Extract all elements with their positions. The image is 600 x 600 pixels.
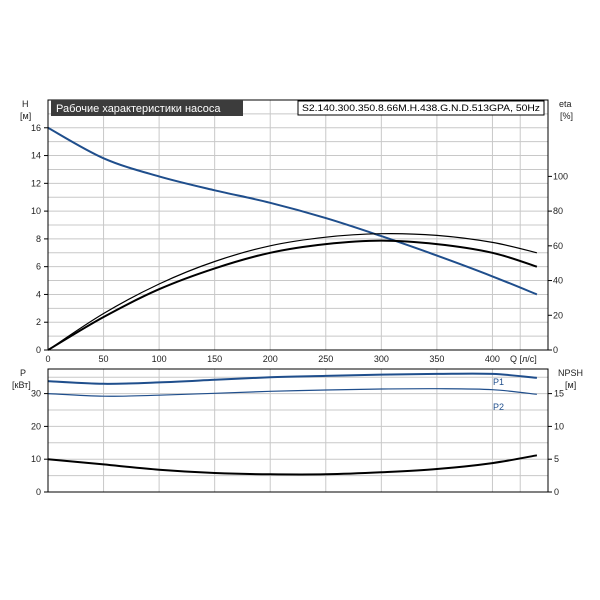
x-tick-label: 400 [485,354,500,364]
x-tick-label: 200 [263,354,278,364]
power-axis-label: P [20,368,26,378]
y-right-tick-label: 80 [553,206,563,216]
y-left-tick-label: 10 [31,206,41,216]
bottom-chart-tick-labels: 0 10 20 30 0 5 10 15 [31,389,564,497]
right-axis-label: eta [559,99,572,109]
power-tick-label: 0 [36,487,41,497]
npsh-curve-line [47,454,538,476]
npsh-tick-label: 10 [554,421,564,431]
y-left-tick-label: 8 [36,234,41,244]
x-axis-label: Q [л/с] [510,354,537,364]
x-tick-label: 150 [207,354,222,364]
chart-title: Рабочие характеристики насоса [56,103,221,115]
efficiency-curve-line-2 [47,233,538,351]
left-axis-label: H [22,99,29,109]
power-p1-line [47,372,537,385]
x-tick-label: 0 [45,354,50,364]
right-axis-unit: [%] [560,111,573,121]
y-left-tick-label: 4 [36,289,41,299]
left-axis-unit: [м] [20,111,31,121]
bottom-plot-frame [47,368,549,493]
series-label-p1: P1 [493,377,504,387]
head-curve-line [47,126,538,296]
y-right-tick-label: 100 [553,171,568,181]
npsh-tick-label: 5 [554,454,559,464]
npsh-axis-label: NPSH [558,368,583,378]
y-left-tick-label: 6 [36,262,41,272]
npsh-tick-label: 0 [554,487,559,497]
subtitle-box [297,100,545,116]
bottom-chart-grid [47,369,548,492]
chart-subtitle: S2.140.300.350.8.66M.H.438.G.N.D.513GPA,… [302,103,541,113]
series-label-p2: P2 [493,402,504,412]
power-tick-label: 30 [31,389,41,399]
top-chart-grid [47,100,548,350]
npsh-axis-unit: [м] [565,380,576,390]
y-right-tick-label: 60 [553,241,563,251]
title-box [51,100,243,116]
top-chart-tick-labels: 0 50 100 150 200 250 300 350 400 0 2 4 6 8 10 12 14 16 0 20… [31,123,568,364]
y-right-tick-label: 20 [553,310,563,320]
y-left-tick-label: 2 [36,317,41,327]
x-tick-label: 300 [374,354,389,364]
power-axis-unit: [кВт] [12,380,31,390]
x-tick-label: 250 [318,354,333,364]
y-left-tick-label: 14 [31,151,41,161]
y-left-tick-label: 0 [36,345,41,355]
power-tick-label: 20 [31,421,41,431]
npsh-tick-label: 15 [554,389,564,399]
bottom-chart-series [47,372,538,476]
y-left-tick-label: 16 [31,123,41,133]
y-right-tick-label: 40 [553,276,563,286]
y-right-tick-label: 0 [553,345,558,355]
power-p2-line [47,388,537,397]
x-tick-label: 350 [429,354,444,364]
power-tick-label: 10 [31,454,41,464]
y-left-tick-label: 12 [31,178,41,188]
efficiency-curve-line-1 [47,239,538,351]
x-tick-label: 100 [152,354,167,364]
top-chart-series [47,126,538,351]
x-tick-label: 50 [99,354,109,364]
top-plot-frame [47,99,549,351]
